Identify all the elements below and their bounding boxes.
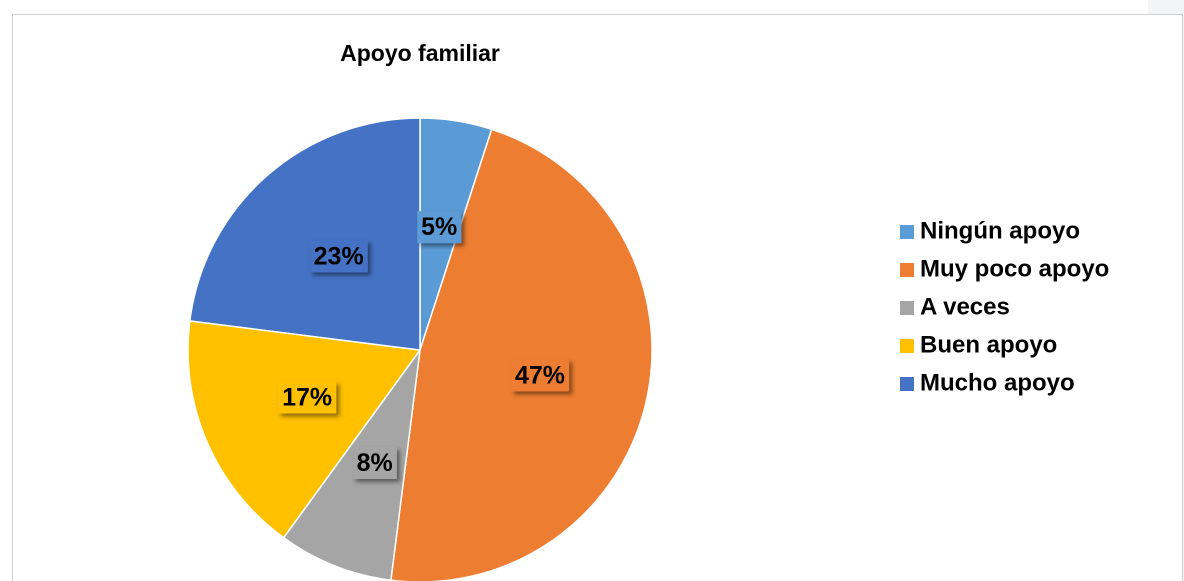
data-label-box <box>309 240 368 273</box>
data-label: 47% <box>515 361 565 389</box>
legend-swatch <box>900 263 914 277</box>
data-label: 17% <box>282 383 332 411</box>
pie-slice <box>282 349 421 581</box>
legend-swatch <box>900 301 914 315</box>
data-label: 5% <box>421 213 457 241</box>
pie-slice <box>187 320 422 539</box>
legend-label: A veces <box>920 293 1010 320</box>
legend-label: Ningún apoyo <box>920 217 1080 244</box>
pie-slice <box>188 117 421 351</box>
data-label-box <box>352 446 397 479</box>
data-label-box <box>510 359 570 392</box>
data-label: 8% <box>357 449 393 477</box>
legend-swatch <box>900 225 914 239</box>
legend-swatch <box>900 339 914 353</box>
data-label-box <box>417 211 462 244</box>
legend-label: Mucho apoyo <box>920 369 1075 396</box>
data-label: 23% <box>314 242 364 270</box>
data-label-box <box>278 381 337 414</box>
legend-label: Buen apoyo <box>920 331 1057 358</box>
legend-label: Muy poco apoyo <box>920 255 1109 282</box>
chart-title: Apoyo familiar <box>340 40 500 66</box>
legend-swatch <box>900 377 914 391</box>
